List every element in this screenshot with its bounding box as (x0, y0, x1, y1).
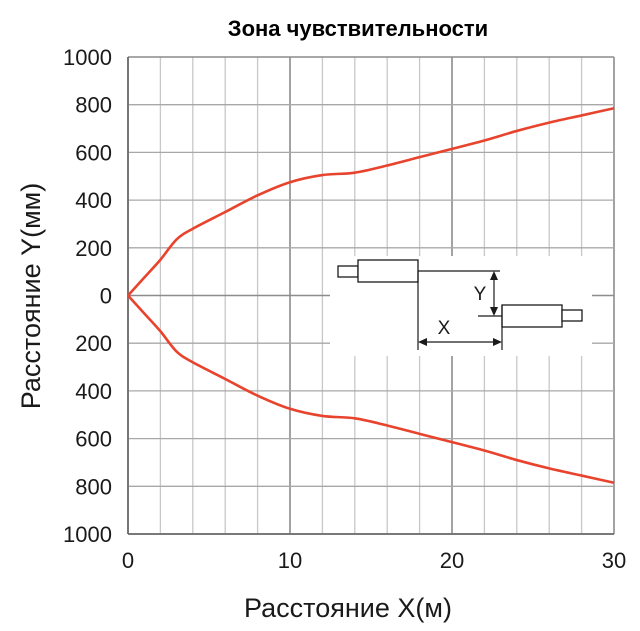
measurement-diagram: Y X (337, 259, 583, 350)
y-arrow-up-icon (490, 271, 498, 280)
y-tick-label: 600 (75, 140, 112, 165)
receiver-cap-icon (561, 309, 583, 322)
y-tick-label: 800 (75, 474, 112, 499)
receiver-body-icon (501, 304, 563, 328)
series-line-upper (127, 107, 615, 297)
y-axis-title: Расстояние Y(мм) (16, 183, 46, 409)
x-tick-label: 20 (440, 548, 464, 573)
y-tick-label: 400 (75, 379, 112, 404)
y-tick-label: 800 (75, 93, 112, 118)
x-tick-label: 0 (122, 548, 134, 573)
series-layer (127, 107, 615, 484)
tick-labels: 1000 800 600 400 200 0 200 400 600 800 1000 0 10 20 30 (63, 45, 626, 573)
y-tick-label: 200 (75, 236, 112, 261)
y-arrow-down-icon (490, 307, 498, 316)
y-tick-label: 400 (75, 188, 112, 213)
x-tick-label: 10 (278, 548, 302, 573)
y-tick-label: 1000 (63, 45, 112, 70)
x-tick-label: 30 (602, 548, 626, 573)
chart-title: Зона чувствительности (228, 16, 488, 41)
y-tick-label: 0 (100, 284, 112, 309)
y-tick-label: 600 (75, 427, 112, 452)
y-tick-label: 200 (75, 331, 112, 356)
emitter-cap-icon (337, 265, 359, 278)
emitter-body-icon (357, 259, 419, 283)
series-line-lower (127, 294, 615, 484)
y-tick-label: 1000 (63, 522, 112, 547)
x-dimension-label: X (438, 318, 451, 339)
y-dimension-label: Y (474, 284, 487, 305)
x-axis-title: Расстояние X(м) (244, 593, 452, 623)
x-arrow-right-icon (493, 338, 502, 346)
x-arrow-left-icon (418, 338, 427, 346)
